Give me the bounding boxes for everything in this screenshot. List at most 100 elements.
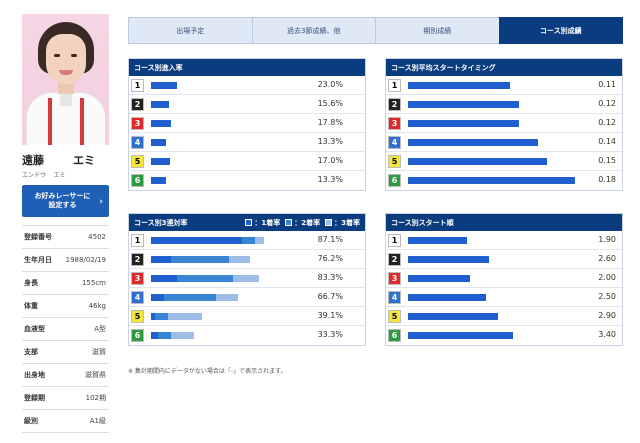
value-label: 23.0%: [317, 80, 343, 89]
bar: [408, 139, 538, 146]
racer-photo: [22, 14, 109, 145]
tab-4[interactable]: コース別成績: [498, 17, 623, 44]
bar-second: [157, 332, 171, 339]
stat-row: 登録期 102期: [22, 387, 109, 410]
data-row: 6 3.40: [386, 326, 622, 345]
data-row: 1 0.11: [386, 76, 622, 95]
bar-track: [408, 120, 593, 127]
stat-label: 支部: [24, 348, 38, 356]
value-label: 13.3%: [317, 137, 343, 146]
lane-badge: 5: [131, 154, 144, 168]
data-row: 4 13.3%: [129, 133, 365, 152]
value-label: 13.3%: [317, 175, 343, 184]
panel-top3-rate: コース別3連対率 ：1着率 ：2着率 ：3着率 1 87.1% 2 76.2% 3 83.3%…: [128, 213, 366, 346]
data-row: 1 1.90: [386, 231, 622, 250]
value-label: 15.6%: [317, 99, 343, 108]
stat-label: 体重: [24, 302, 38, 310]
legend-label: ：2着率: [294, 218, 321, 227]
racer-given-name: エミ: [73, 154, 95, 167]
stat-row: 体重 46kg: [22, 295, 109, 318]
lane-badge: 5: [131, 309, 144, 323]
bar: [408, 82, 510, 89]
stat-value: 1988/02/19: [65, 256, 106, 264]
data-row: 3 83.3%: [129, 269, 365, 288]
panel-start-order: コース別スタート順 1 1.90 2 2.60 3 2.00 4 2.50 5 2.90 6 3.40: [385, 213, 623, 346]
value-label: 0.12: [598, 118, 616, 127]
lane-badge: 3: [388, 271, 401, 285]
data-row: 2 2.60: [386, 250, 622, 269]
bar: [151, 139, 167, 146]
data-row: 5 39.1%: [129, 307, 365, 326]
bar-track: [408, 177, 593, 184]
value-label: 0.12: [598, 99, 616, 108]
bar: [408, 101, 519, 108]
legend-item: ：3着率: [325, 218, 360, 228]
bar-first: [151, 256, 171, 263]
bar-track: [408, 313, 594, 320]
lane-badge: 4: [388, 290, 401, 304]
bar-first: [151, 294, 164, 301]
stat-value: 102期: [85, 394, 106, 402]
stat-label: 生年月日: [24, 256, 52, 264]
stat-value: A型: [94, 325, 106, 333]
bar-second: [164, 294, 216, 301]
bar-track: [151, 256, 281, 263]
tab-2[interactable]: 過去3節成績、他: [251, 17, 375, 44]
bar-track: [408, 101, 593, 108]
profile-column: 遠藤 エミ エンドウ エミ お好みレーサーに 設定する › 登録番号 4502 生年…: [22, 14, 109, 433]
value-label: 3.40: [598, 330, 616, 339]
bar-track: [408, 82, 593, 89]
lane-badge: 1: [388, 233, 401, 247]
stat-value: 滋賀: [92, 348, 106, 356]
chevron-right-icon: ›: [99, 197, 103, 207]
panel-title: コース別平均スタートタイミング: [386, 59, 622, 76]
stat-row: 登録番号 4502: [22, 226, 109, 249]
data-row: 2 15.6%: [129, 95, 365, 114]
bar: [408, 120, 519, 127]
bar-first: [151, 275, 177, 282]
lane-badge: 6: [131, 174, 144, 187]
legend-swatch: [325, 219, 333, 226]
bar: [408, 332, 514, 339]
stat-label: 血液型: [24, 325, 45, 333]
bar: [408, 177, 575, 184]
value-label: 0.15: [598, 156, 616, 165]
stat-label: 出身地: [24, 371, 45, 379]
bar: [151, 101, 169, 108]
lane-badge: 6: [388, 174, 401, 187]
bar-track: [151, 139, 264, 146]
bar-track: [408, 158, 593, 165]
tab-1[interactable]: 出場予定: [128, 17, 252, 44]
bar-first: [151, 237, 242, 244]
bar-track: [408, 275, 594, 282]
lane-badge: 6: [388, 329, 401, 342]
bar-third: [255, 237, 265, 244]
bar-third: [229, 256, 251, 263]
stat-value: 滋賀県: [85, 371, 106, 379]
tab-3[interactable]: 期別成績: [375, 17, 499, 44]
stat-value: 155cm: [81, 279, 106, 287]
bar-track: [151, 332, 281, 339]
data-row: 5 0.15: [386, 152, 622, 171]
lane-badge: 2: [131, 252, 144, 266]
stat-row: 支部 滋賀: [22, 341, 109, 364]
bar-track: [151, 237, 281, 244]
favorite-racer-button[interactable]: お好みレーサーに 設定する ›: [22, 185, 109, 217]
stat-row: 血液型 A型: [22, 318, 109, 341]
lane-badge: 5: [388, 154, 401, 168]
stat-row: 生年月日 1988/02/19: [22, 249, 109, 272]
lane-badge: 2: [388, 252, 401, 266]
tab-bar: 出場予定 過去3節成績、他 期別成績 コース別成績: [128, 17, 623, 44]
data-row: 4 0.14: [386, 133, 622, 152]
lane-badge: 4: [131, 290, 144, 304]
panel-avg-start-timing: コース別平均スタートタイミング 1 0.11 2 0.12 3 0.12 4 0.14 5 0.1…: [385, 58, 623, 191]
value-label: 17.8%: [317, 118, 343, 127]
data-row: 2 0.12: [386, 95, 622, 114]
bar-track: [151, 294, 281, 301]
bar-track: [408, 139, 593, 146]
value-label: 2.00: [598, 273, 616, 282]
racer-surname: 遠藤: [22, 154, 44, 167]
value-label: 2.90: [598, 311, 616, 320]
bar: [151, 120, 172, 127]
bar-track: [151, 275, 281, 282]
